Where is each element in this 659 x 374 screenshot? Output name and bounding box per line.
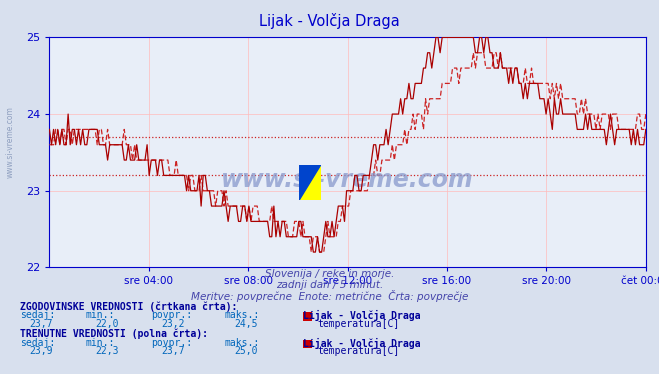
- Text: maks.:: maks.:: [224, 310, 259, 321]
- Text: 25,0: 25,0: [234, 346, 258, 356]
- Text: maks.:: maks.:: [224, 338, 259, 348]
- Text: 23,7: 23,7: [161, 346, 185, 356]
- Text: povpr.:: povpr.:: [152, 310, 192, 321]
- Text: temperatura[C]: temperatura[C]: [318, 346, 400, 356]
- Text: ZGODOVINSKE VREDNOSTI (črtkana črta):: ZGODOVINSKE VREDNOSTI (črtkana črta):: [20, 301, 237, 312]
- Text: 22,0: 22,0: [96, 319, 119, 329]
- Text: 23,9: 23,9: [30, 346, 53, 356]
- Text: 23,2: 23,2: [161, 319, 185, 329]
- Text: Lijak - Volčja Draga: Lijak - Volčja Draga: [259, 13, 400, 29]
- Text: TRENUTNE VREDNOSTI (polna črta):: TRENUTNE VREDNOSTI (polna črta):: [20, 328, 208, 339]
- Text: temperatura[C]: temperatura[C]: [318, 319, 400, 329]
- Text: 22,3: 22,3: [96, 346, 119, 356]
- Text: povpr.:: povpr.:: [152, 338, 192, 348]
- Text: Slovenija / reke in morje.: Slovenija / reke in morje.: [265, 269, 394, 279]
- Text: 23,7: 23,7: [30, 319, 53, 329]
- Text: 24,5: 24,5: [234, 319, 258, 329]
- Text: Lijak - Volčja Draga: Lijak - Volčja Draga: [303, 310, 420, 321]
- Text: www.si-vreme.com: www.si-vreme.com: [221, 168, 474, 192]
- Polygon shape: [299, 165, 321, 200]
- Text: min.:: min.:: [86, 338, 115, 348]
- Text: Lijak - Volčja Draga: Lijak - Volčja Draga: [303, 338, 420, 349]
- Text: sedaj:: sedaj:: [20, 310, 55, 321]
- Text: min.:: min.:: [86, 310, 115, 321]
- Text: Meritve: povprečne  Enote: metrične  Črta: povprečje: Meritve: povprečne Enote: metrične Črta:…: [191, 290, 468, 302]
- Polygon shape: [299, 165, 321, 200]
- Text: zadnji dan / 5 minut.: zadnji dan / 5 minut.: [276, 280, 383, 290]
- Text: sedaj:: sedaj:: [20, 338, 55, 348]
- Text: www.si-vreme.com: www.si-vreme.com: [5, 106, 14, 178]
